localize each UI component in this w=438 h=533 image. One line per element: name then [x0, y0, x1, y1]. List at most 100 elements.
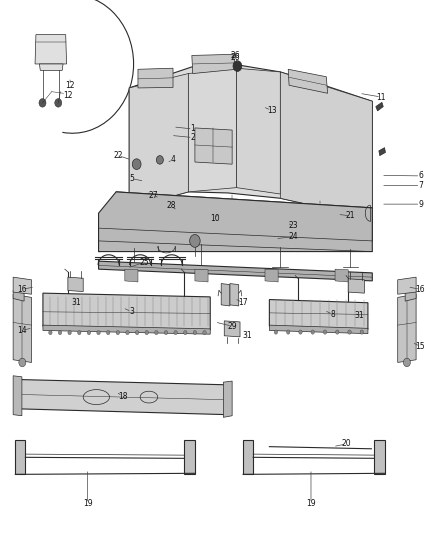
- Text: 5: 5: [129, 174, 134, 183]
- Circle shape: [156, 156, 163, 164]
- Polygon shape: [224, 321, 240, 337]
- Text: 2: 2: [191, 133, 195, 142]
- Polygon shape: [269, 300, 368, 329]
- Text: 7: 7: [418, 181, 423, 190]
- Text: 6: 6: [418, 172, 423, 180]
- Polygon shape: [195, 128, 232, 164]
- Text: 26: 26: [230, 51, 240, 60]
- Circle shape: [174, 330, 177, 335]
- Polygon shape: [138, 68, 173, 88]
- Text: 19: 19: [83, 499, 92, 508]
- Circle shape: [87, 330, 91, 335]
- Polygon shape: [125, 269, 138, 282]
- Polygon shape: [43, 325, 210, 334]
- Text: 10: 10: [210, 214, 219, 223]
- Circle shape: [135, 330, 139, 335]
- Polygon shape: [374, 440, 385, 474]
- Circle shape: [299, 330, 302, 334]
- Text: 31: 31: [72, 298, 81, 306]
- Circle shape: [311, 330, 314, 334]
- Text: 21: 21: [346, 212, 355, 220]
- Circle shape: [116, 330, 120, 335]
- Polygon shape: [13, 290, 24, 301]
- Polygon shape: [265, 269, 278, 282]
- Circle shape: [39, 99, 46, 107]
- Polygon shape: [237, 68, 280, 194]
- Circle shape: [286, 330, 290, 334]
- Circle shape: [190, 235, 200, 247]
- Circle shape: [106, 330, 110, 335]
- Polygon shape: [269, 325, 368, 334]
- Text: 18: 18: [118, 392, 127, 400]
- Text: 27: 27: [148, 191, 158, 199]
- Text: 16: 16: [17, 285, 27, 294]
- Circle shape: [184, 330, 187, 335]
- Polygon shape: [192, 54, 237, 74]
- Circle shape: [78, 330, 81, 335]
- Circle shape: [97, 330, 100, 335]
- Polygon shape: [99, 230, 372, 252]
- Circle shape: [145, 330, 148, 335]
- Circle shape: [203, 330, 206, 335]
- Circle shape: [193, 330, 197, 335]
- Circle shape: [68, 330, 71, 335]
- Circle shape: [164, 330, 168, 335]
- Polygon shape: [15, 440, 25, 474]
- Polygon shape: [398, 294, 416, 362]
- Text: 3: 3: [129, 308, 134, 316]
- Polygon shape: [35, 35, 67, 64]
- Polygon shape: [405, 290, 416, 301]
- Polygon shape: [348, 279, 364, 293]
- Polygon shape: [99, 261, 372, 281]
- Circle shape: [49, 330, 52, 335]
- Polygon shape: [188, 68, 237, 192]
- Polygon shape: [288, 69, 328, 93]
- Text: 4: 4: [170, 156, 176, 164]
- Polygon shape: [376, 102, 383, 111]
- Text: 16: 16: [416, 285, 425, 294]
- Text: 28: 28: [166, 201, 176, 210]
- Polygon shape: [129, 74, 188, 208]
- Text: 20: 20: [341, 440, 351, 448]
- Circle shape: [360, 330, 364, 334]
- Polygon shape: [18, 379, 228, 415]
- Polygon shape: [13, 376, 22, 416]
- Text: 15: 15: [416, 342, 425, 351]
- Circle shape: [336, 330, 339, 334]
- Polygon shape: [280, 72, 372, 219]
- Polygon shape: [39, 64, 63, 70]
- Polygon shape: [230, 284, 239, 306]
- Polygon shape: [43, 293, 210, 330]
- Text: 22: 22: [113, 151, 123, 160]
- Polygon shape: [129, 64, 372, 219]
- Text: 26: 26: [230, 53, 240, 61]
- Circle shape: [155, 330, 158, 335]
- Text: 11: 11: [376, 93, 386, 101]
- Circle shape: [403, 358, 410, 367]
- Polygon shape: [379, 148, 385, 156]
- Polygon shape: [398, 277, 416, 294]
- Text: 14: 14: [17, 326, 27, 335]
- Polygon shape: [116, 192, 372, 229]
- Circle shape: [55, 99, 62, 107]
- Circle shape: [58, 330, 62, 335]
- Text: 25: 25: [140, 258, 149, 266]
- Text: 31: 31: [354, 311, 364, 320]
- Text: 29: 29: [227, 322, 237, 330]
- Text: 17: 17: [238, 298, 248, 307]
- Circle shape: [126, 330, 129, 335]
- Text: 12: 12: [65, 81, 75, 90]
- Text: 23: 23: [289, 222, 298, 230]
- Circle shape: [132, 159, 141, 169]
- Text: 8: 8: [331, 310, 335, 319]
- Circle shape: [233, 61, 242, 71]
- Polygon shape: [221, 284, 230, 306]
- Text: 31: 31: [243, 332, 252, 340]
- Polygon shape: [335, 269, 348, 282]
- Polygon shape: [99, 192, 372, 252]
- Polygon shape: [184, 440, 195, 474]
- Polygon shape: [223, 381, 232, 417]
- Polygon shape: [68, 277, 83, 292]
- Text: 19: 19: [306, 499, 316, 508]
- Circle shape: [19, 358, 26, 367]
